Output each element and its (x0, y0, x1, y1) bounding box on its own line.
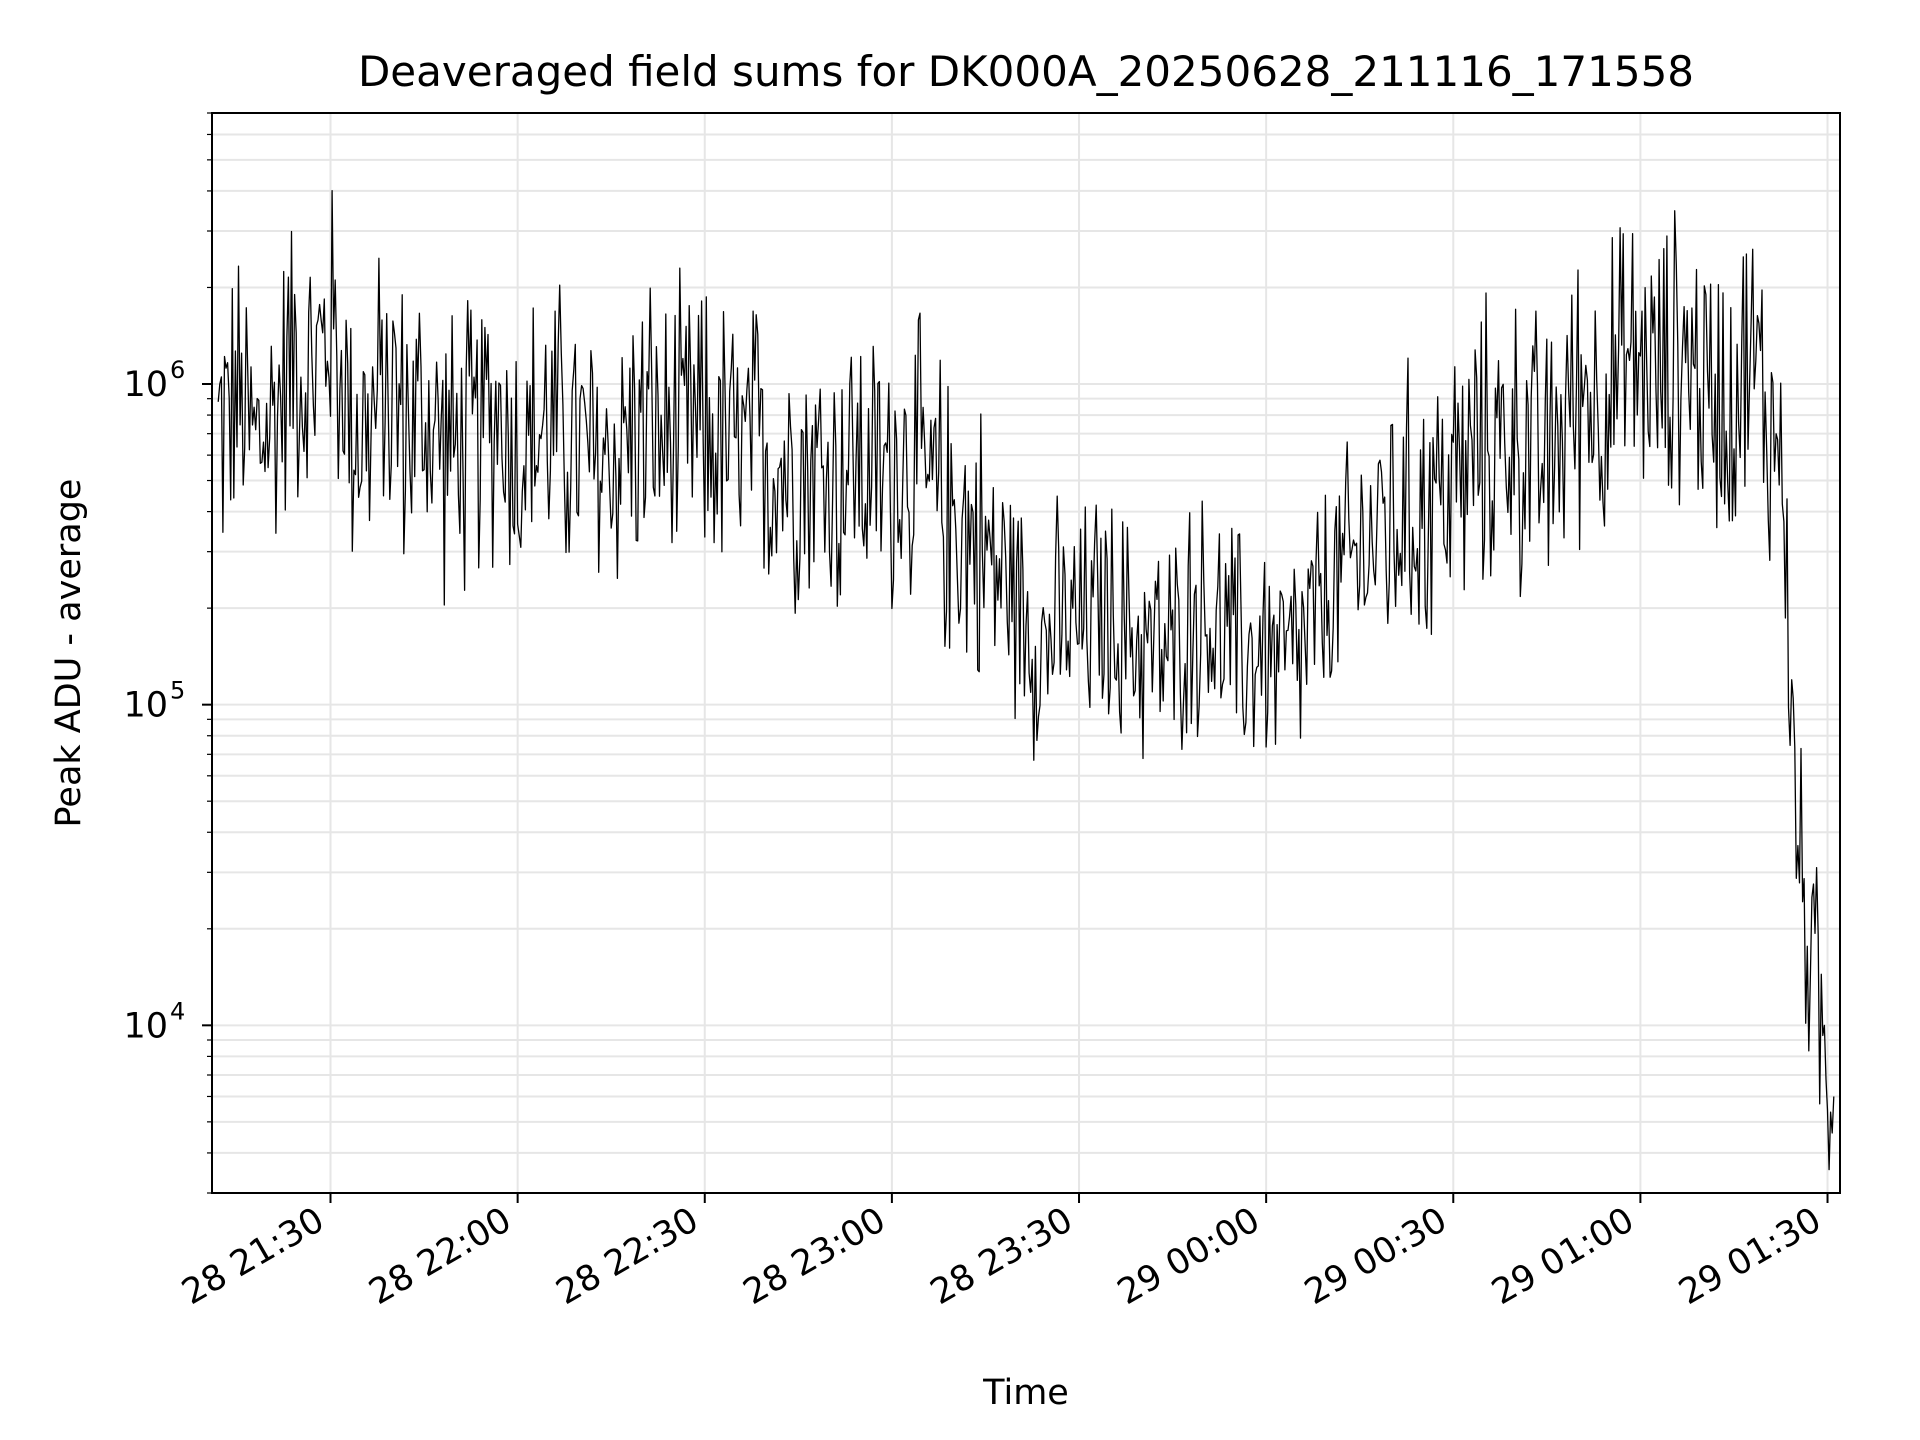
y-tick-label: 10 4 (123, 997, 185, 1046)
y-tick-base: 10 (123, 1006, 168, 1046)
y-tick-base: 10 (123, 686, 168, 726)
series-line (217, 190, 1835, 1171)
y-tick-exponent: 4 (170, 997, 185, 1025)
y-tick-exponent: 5 (170, 677, 185, 705)
y-tick-exponent: 6 (170, 356, 185, 384)
y-axis-label: Peak ADU - average (49, 479, 89, 828)
y-tick-label: 10 6 (123, 356, 185, 405)
plot-area (217, 190, 1835, 1171)
y-tick-label: 10 5 (123, 677, 185, 726)
axes-frame (211, 112, 1841, 1194)
y-tick-base: 10 (123, 365, 168, 405)
grid (212, 112, 1840, 1194)
x-axis-label: Time (982, 1373, 1069, 1413)
chart-title: Deaveraged field sums for DK000A_2025062… (358, 47, 1694, 96)
